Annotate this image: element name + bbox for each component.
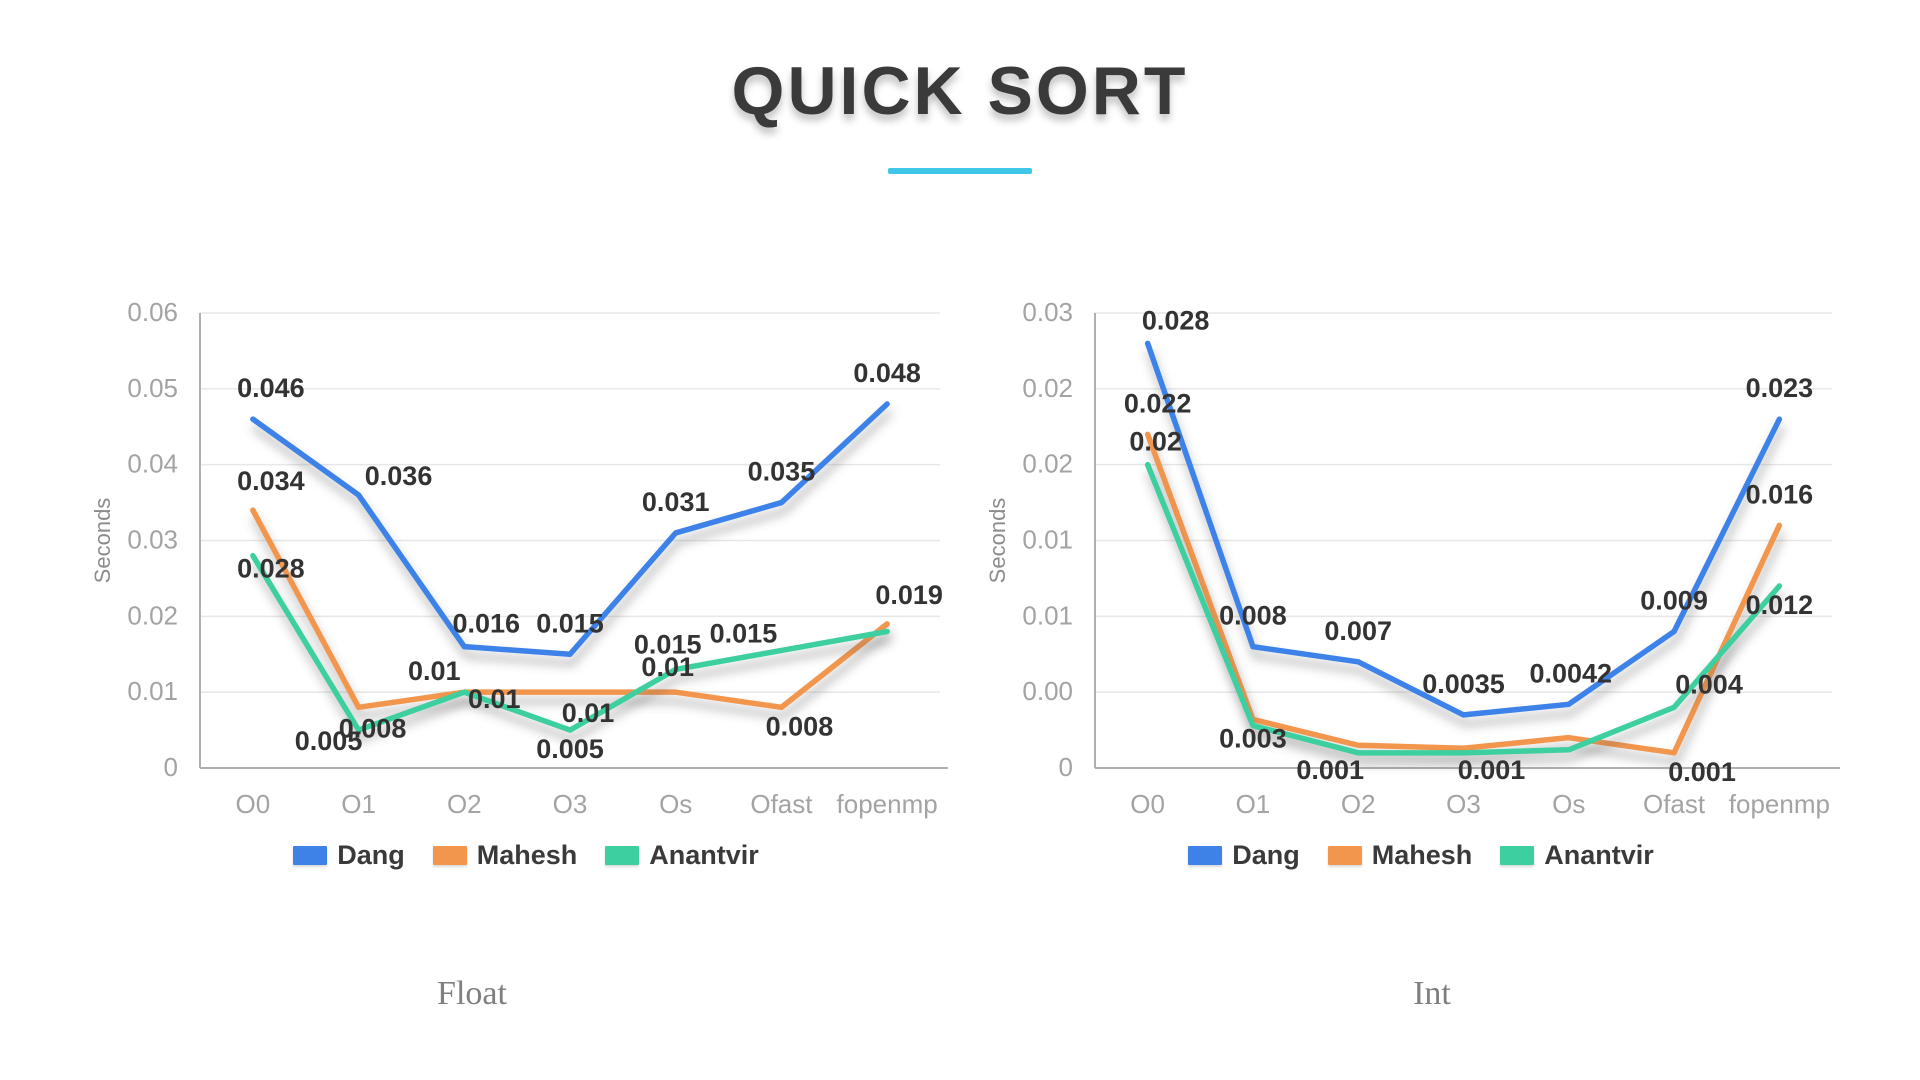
svg-text:O0: O0 — [236, 789, 271, 819]
svg-text:0.012: 0.012 — [1746, 590, 1814, 620]
svg-text:0.007: 0.007 — [1324, 616, 1392, 646]
svg-text:0.035: 0.035 — [748, 457, 816, 487]
svg-text:0: 0 — [1059, 752, 1073, 782]
svg-text:0: 0 — [164, 752, 178, 782]
svg-text:0.01: 0.01 — [1022, 525, 1073, 555]
svg-text:0.031: 0.031 — [642, 487, 710, 517]
svg-text:0.001: 0.001 — [1296, 755, 1364, 785]
svg-text:Ofast: Ofast — [750, 789, 813, 819]
svg-text:0.02: 0.02 — [127, 600, 178, 630]
svg-text:0.04: 0.04 — [127, 449, 178, 479]
svg-text:0.009: 0.009 — [1640, 586, 1708, 616]
svg-text:0.046: 0.046 — [237, 373, 305, 403]
svg-text:0.015: 0.015 — [710, 618, 778, 648]
svg-text:Seconds: Seconds — [985, 498, 1010, 584]
svg-text:O1: O1 — [341, 789, 376, 819]
svg-text:O2: O2 — [1341, 789, 1376, 819]
svg-text:0.036: 0.036 — [365, 461, 433, 491]
svg-text:O2: O2 — [447, 789, 482, 819]
svg-text:0.01: 0.01 — [468, 684, 521, 714]
svg-text:0.001: 0.001 — [1458, 755, 1526, 785]
svg-text:0.023: 0.023 — [1746, 373, 1814, 403]
svg-text:0.034: 0.034 — [237, 466, 305, 496]
svg-text:0.01: 0.01 — [127, 676, 178, 706]
svg-text:0.01: 0.01 — [1022, 600, 1073, 630]
svg-text:Os: Os — [659, 789, 692, 819]
svg-text:0.048: 0.048 — [853, 358, 921, 388]
svg-text:0.00: 0.00 — [1022, 676, 1073, 706]
svg-text:0.015: 0.015 — [634, 629, 702, 659]
svg-text:0.03: 0.03 — [127, 525, 178, 555]
svg-text:0.0042: 0.0042 — [1529, 658, 1612, 688]
svg-text:fopenmp: fopenmp — [1729, 789, 1830, 819]
svg-text:O3: O3 — [1446, 789, 1481, 819]
svg-text:0.019: 0.019 — [875, 580, 943, 610]
svg-text:0.016: 0.016 — [1746, 479, 1814, 509]
svg-text:0.0035: 0.0035 — [1422, 669, 1505, 699]
svg-text:Os: Os — [1552, 789, 1585, 819]
svg-text:0.01: 0.01 — [562, 698, 615, 728]
svg-text:0.028: 0.028 — [237, 554, 305, 584]
svg-text:0.008: 0.008 — [766, 711, 834, 741]
svg-text:0.02: 0.02 — [1022, 373, 1073, 403]
svg-text:Seconds: Seconds — [90, 498, 115, 584]
svg-text:O3: O3 — [553, 789, 588, 819]
svg-text:0.022: 0.022 — [1124, 388, 1192, 418]
svg-text:0.005: 0.005 — [295, 726, 363, 756]
svg-text:0.008: 0.008 — [1219, 601, 1287, 631]
svg-text:0.05: 0.05 — [127, 373, 178, 403]
svg-text:0.01: 0.01 — [408, 656, 461, 686]
svg-text:0.001: 0.001 — [1668, 757, 1736, 787]
svg-text:0.003: 0.003 — [1219, 723, 1287, 753]
svg-text:fopenmp: fopenmp — [837, 789, 938, 819]
svg-text:0.03: 0.03 — [1022, 297, 1073, 327]
svg-text:0.005: 0.005 — [536, 734, 604, 764]
svg-text:0.02: 0.02 — [1022, 449, 1073, 479]
svg-text:0.015: 0.015 — [536, 608, 604, 638]
svg-text:O0: O0 — [1130, 789, 1165, 819]
svg-text:0.004: 0.004 — [1675, 669, 1743, 699]
svg-text:Ofast: Ofast — [1643, 789, 1706, 819]
svg-text:0.02: 0.02 — [1129, 427, 1182, 457]
svg-text:O1: O1 — [1236, 789, 1271, 819]
svg-text:0.016: 0.016 — [453, 609, 521, 639]
svg-text:0.028: 0.028 — [1142, 305, 1210, 335]
svg-text:0.06: 0.06 — [127, 297, 178, 327]
